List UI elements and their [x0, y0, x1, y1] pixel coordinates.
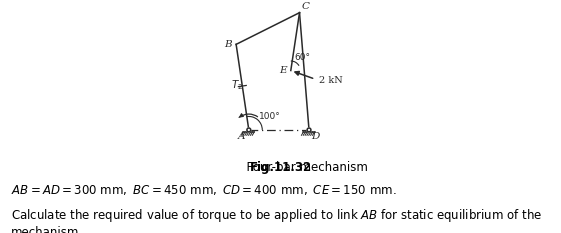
Circle shape: [307, 128, 311, 132]
Text: C: C: [302, 2, 310, 11]
Text: $T_2$: $T_2$: [231, 79, 243, 93]
Text: 60°: 60°: [295, 53, 311, 62]
Text: Four-bar mechanism: Four-bar mechanism: [194, 161, 367, 174]
Circle shape: [247, 128, 251, 132]
Text: D: D: [311, 131, 320, 140]
Text: Fig.11.32: Fig.11.32: [250, 161, 311, 174]
Text: E: E: [279, 66, 287, 75]
Text: 2 kN: 2 kN: [319, 75, 343, 85]
Text: Calculate the required value of torque to be applied to link $AB$ for static equ: Calculate the required value of torque t…: [11, 207, 542, 233]
Text: B: B: [224, 40, 232, 49]
Text: A: A: [237, 131, 245, 140]
Text: $AB = AD = 300\ \mathrm{mm},\ BC = 450\ \mathrm{mm},\ CD = 400\ \mathrm{mm},\ CE: $AB = AD = 300\ \mathrm{mm},\ BC = 450\ …: [11, 183, 397, 197]
Text: 100°: 100°: [259, 112, 281, 121]
